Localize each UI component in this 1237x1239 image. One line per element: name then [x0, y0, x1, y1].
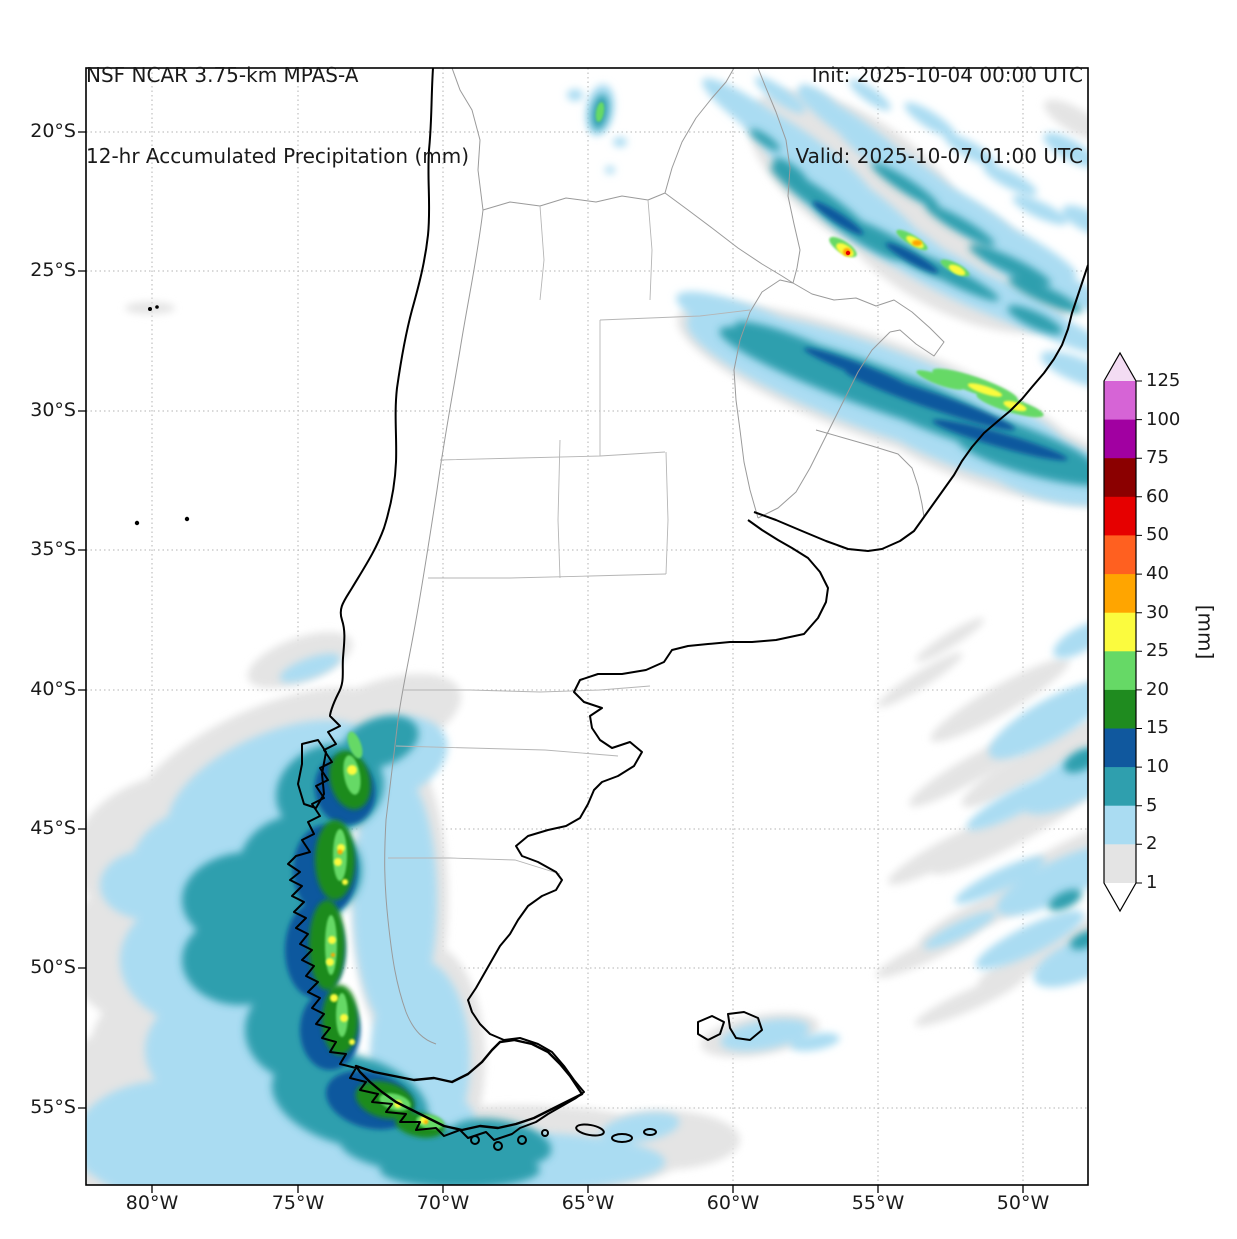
title-block: NSF NCAR 3.75-km MPAS-A 12-hr Accumulate… [86, 8, 469, 197]
falkland-islands-outline [697, 1011, 763, 1041]
colorbar-under-arrow [1104, 883, 1136, 911]
y-axis-ticks [78, 131, 86, 1109]
offshore-islands-dots [134, 305, 190, 526]
province-borders [388, 199, 751, 875]
colorbar-segment [1104, 535, 1136, 575]
lat-tick-label: 55°S [30, 1096, 76, 1118]
colorbar-segment [1104, 419, 1136, 459]
lon-tick-label: 80°W [125, 1192, 179, 1214]
colorbar-segment [1104, 767, 1136, 807]
lon-tick-label: 70°W [416, 1192, 470, 1214]
lon-tick-label: 65°W [561, 1192, 615, 1214]
colorbar-segment [1104, 844, 1136, 883]
colorbar-segment [1104, 381, 1136, 421]
colorbar-unit-label: [mm] [1193, 604, 1218, 660]
lat-tick-label: 35°S [30, 538, 76, 560]
plot-frame [85, 67, 1089, 1186]
tierra-del-fuego-outline [354, 1038, 584, 1132]
chiloe-island-outline [297, 739, 327, 809]
colorbar-segment [1104, 689, 1136, 730]
rio-de-la-plata-north-shore [753, 264, 1088, 552]
colorbar-tick-label: 125 [1146, 370, 1181, 391]
lat-tick-label: 20°S [30, 120, 76, 142]
colorbar-tick-label: 1 [1146, 872, 1158, 893]
colorbar-tick-label: 10 [1146, 756, 1169, 777]
lat-tick-label: 30°S [30, 399, 76, 421]
lat-tick-label: 50°S [30, 956, 76, 978]
colorbar-segment [1104, 612, 1136, 652]
lon-tick-label: 75°W [271, 1192, 325, 1214]
lon-tick-label: 60°W [706, 1192, 760, 1214]
lat-tick-label: 45°S [30, 817, 76, 839]
product-title: 12-hr Accumulated Precipitation (mm) [86, 144, 470, 168]
colorbar-over-arrow [1104, 353, 1136, 381]
lat-tick-label: 40°S [30, 678, 76, 700]
colorbar-tick-label: 75 [1146, 447, 1169, 468]
pacific-atlantic-coastline [287, 68, 829, 1141]
model-title: NSF NCAR 3.75-km MPAS-A [86, 63, 359, 87]
lon-tick-label: 50°W [996, 1192, 1050, 1214]
colorbar-tick-label: 30 [1146, 602, 1169, 623]
init-time: Init: 2025-10-04 00:00 UTC [811, 63, 1083, 87]
precip-layer-50-60mm [845, 250, 851, 256]
lon-tick-label: 55°W [851, 1192, 905, 1214]
colorbar-tick-label: 60 [1146, 486, 1169, 507]
colorbar-tick-label: 40 [1146, 563, 1169, 584]
colorbar-segment [1104, 651, 1136, 691]
colorbar-tick-label: 100 [1146, 409, 1181, 430]
valid-time: Valid: 2025-10-07 01:00 UTC [795, 144, 1083, 168]
x-axis-ticks [151, 1185, 1024, 1193]
colorbar-tick-label: 50 [1146, 524, 1169, 545]
colorbar-ticks [1136, 380, 1142, 884]
colorbar [1103, 351, 1142, 913]
lat-tick-label: 25°S [30, 259, 76, 281]
colorbar-tick-label: 15 [1146, 717, 1169, 738]
colorbar-tick-label: 5 [1146, 795, 1158, 816]
colorbar-tick-label: 2 [1146, 833, 1158, 854]
country-borders [384, 68, 945, 1045]
colorbar-segment [1104, 574, 1136, 614]
run-time-block: Init: 2025-10-04 00:00 UTC Valid: 2025-1… [700, 8, 1083, 197]
colorbar-tick-label: 25 [1146, 640, 1169, 661]
colorbar-segment [1104, 728, 1136, 768]
colorbar-segment [1104, 496, 1136, 536]
coastline [134, 68, 1088, 1151]
cape-horn-islets [470, 1123, 657, 1151]
colorbar-segment [1104, 805, 1136, 845]
colorbar-segment [1104, 458, 1136, 498]
colorbar-tick-label: 20 [1146, 679, 1169, 700]
